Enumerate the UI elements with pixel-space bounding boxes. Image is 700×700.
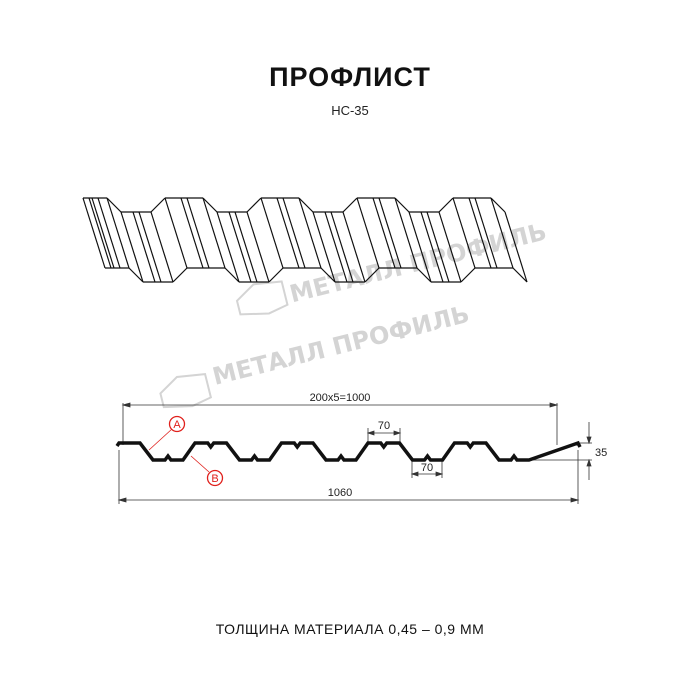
sheet-edge-line — [298, 197, 322, 269]
sheet-edge-line — [408, 211, 432, 283]
sheet-edge-line — [138, 211, 162, 283]
marker-b-label: B — [211, 473, 218, 485]
product-title: ПРОФЛИСТ — [269, 62, 431, 92]
height-label: 35 — [595, 447, 607, 459]
sheet-edge-line — [186, 197, 210, 269]
sheet-edge-line — [234, 211, 258, 283]
sheet-edge-line — [394, 197, 418, 269]
sheet-edge-line — [452, 197, 476, 269]
sheet-edge-line — [320, 267, 336, 283]
dimension-lines — [117, 402, 592, 504]
sheet-edge-line — [216, 211, 240, 283]
sheet-edge-line — [512, 267, 528, 283]
sheet-edge-line — [342, 197, 358, 213]
sheet-edge-line — [150, 211, 174, 283]
sheet-edge-line — [426, 211, 450, 283]
sheet-edge-line — [164, 197, 188, 269]
bottom-width-label: 70 — [421, 462, 433, 474]
sheet-edge-line — [438, 211, 462, 283]
sheet-edge-line — [172, 267, 188, 283]
sheet-edge-line — [460, 267, 476, 283]
sheet-edge-line — [202, 197, 218, 213]
sheet-edge-line — [91, 197, 115, 269]
pitch-dimension-label: 200x5=1000 — [310, 392, 371, 404]
sheet-edge-line — [106, 197, 130, 269]
sheet-edge-line — [120, 211, 144, 283]
sheet-edge-line — [342, 211, 366, 283]
sheet-edge-line — [150, 197, 166, 213]
sheet-edge-line — [490, 197, 506, 213]
sheet-edge-line — [438, 197, 454, 213]
sheet-edge-line — [372, 197, 396, 269]
sheet-edge-line — [268, 267, 284, 283]
sheet-edge-line — [416, 267, 432, 283]
sheet-edge-line — [282, 197, 306, 269]
watermark-text: МЕТАЛЛ ПРОФИЛЬ — [287, 217, 550, 308]
sheet-edge-line — [132, 211, 156, 283]
sheet-edge-line — [474, 197, 498, 269]
sheet-edge-line — [260, 197, 284, 269]
sheet-edge-line — [468, 197, 492, 269]
sheet-edge-line — [246, 211, 270, 283]
sheet-edge-line — [202, 197, 226, 269]
material-thickness-note: ТОЛЩИНА МАТЕРИАЛА 0,45 – 0,9 ММ — [215, 621, 485, 637]
sheet-edge-line — [356, 197, 380, 269]
sheet-edge-line — [97, 197, 121, 269]
sheet-edge-line — [504, 211, 528, 283]
sheet-edge-line — [394, 197, 410, 213]
sheet-edge-line — [276, 197, 300, 269]
sheet-edge-line — [330, 211, 354, 283]
sheet-edge-line — [378, 197, 402, 269]
sheet-edge-line — [324, 211, 348, 283]
sheet-edge-line — [228, 211, 252, 283]
sheet-edge-line — [312, 211, 336, 283]
sheet-edge-line — [180, 197, 204, 269]
sheet-edge-line — [364, 267, 380, 283]
profile-cross-section — [115, 440, 582, 462]
sheet-edge-line — [420, 211, 444, 283]
marker-a: A — [148, 415, 186, 451]
sheet-edge-line — [82, 197, 106, 269]
sheet-edge-line — [88, 197, 112, 269]
sheet-edge-line — [224, 267, 240, 283]
sheet-edge-line — [246, 197, 262, 213]
watermark-logo-top: МЕТАЛЛ ПРОФИЛЬ — [235, 217, 550, 316]
marker-b: B — [190, 455, 224, 487]
sheet-perspective-view — [82, 197, 528, 283]
sheet-edge-line — [106, 197, 122, 213]
sheet-edge-line — [298, 197, 314, 213]
sheet-edge-line — [128, 267, 144, 283]
sheet-edge-line — [490, 197, 514, 269]
product-model: НС-35 — [331, 103, 369, 118]
total-width-label: 1060 — [328, 487, 352, 499]
marker-a-label: A — [173, 419, 181, 431]
top-width-label: 70 — [378, 420, 390, 432]
